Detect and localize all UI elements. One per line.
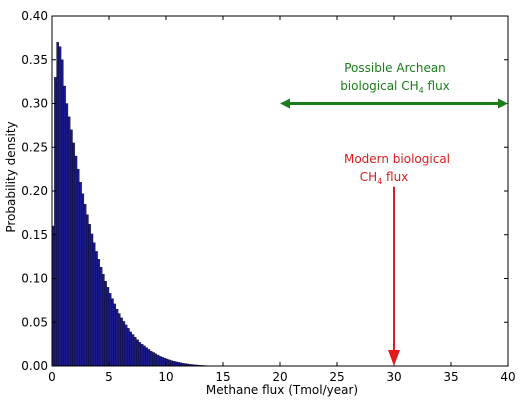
- y-tick-label: 0.40: [21, 9, 48, 23]
- histogram-bar: [122, 321, 126, 367]
- modern-label-line1: Modern biological: [344, 152, 450, 166]
- modern-label-flux: flux: [382, 170, 408, 184]
- histogram-bar: [76, 168, 80, 367]
- x-tick-label: 35: [443, 370, 458, 384]
- histogram-bar: [70, 129, 73, 367]
- histogram-bar: [58, 46, 62, 367]
- histogram-bar: [97, 259, 101, 367]
- y-tick-label: 0.00: [21, 359, 48, 373]
- histogram-bar: [129, 331, 132, 367]
- histogram-bar: [177, 362, 180, 367]
- histogram-bar: [154, 353, 158, 367]
- y-tick-label: 0.15: [21, 228, 48, 242]
- histogram-bar: [111, 298, 114, 367]
- modern-label-sub: 4: [377, 177, 382, 186]
- histogram-bar: [172, 361, 176, 367]
- y-tick-label: 0.35: [21, 53, 48, 67]
- archean-label-flux: flux: [424, 79, 450, 93]
- y-axis-label: Probability density: [4, 121, 18, 232]
- histogram-bar: [92, 242, 96, 367]
- histogram-bar: [170, 360, 173, 367]
- histogram-bar: [72, 142, 75, 367]
- modern-down-arrow: [388, 186, 400, 366]
- x-axis-label: Methane flux (Tmol/year): [206, 383, 358, 397]
- histogram-bar: [56, 42, 59, 367]
- x-tick-label: 20: [272, 370, 287, 384]
- y-tick-label: 0.05: [21, 315, 48, 329]
- archean-double-arrow: [280, 98, 508, 109]
- histogram-bar: [174, 361, 178, 367]
- histogram-bar: [156, 354, 160, 367]
- x-tick-label: 0: [48, 370, 56, 384]
- histogram-bar: [168, 359, 171, 367]
- histogram-bar: [120, 317, 123, 367]
- x-tick-label: 30: [386, 370, 401, 384]
- x-tick-label: 10: [158, 370, 173, 384]
- histogram-bar: [145, 347, 148, 367]
- ticks-group: 0 5 10 15 20 25 30 35 40 0.00 0.05 0.10 0.15 0.20 0.25…: [21, 9, 515, 384]
- x-tick-label: 25: [329, 370, 344, 384]
- histogram-bar: [67, 116, 71, 367]
- histogram-bar: [79, 182, 82, 367]
- modern-label-ch: CH: [360, 170, 377, 184]
- x-tick-label: 5: [105, 370, 113, 384]
- histogram-bar: [115, 308, 119, 367]
- histogram-bar: [102, 273, 105, 367]
- histogram-bar: [161, 357, 164, 367]
- archean-label-sub: 4: [419, 86, 424, 95]
- histogram-bar: [88, 224, 91, 367]
- histogram-bar: [133, 336, 137, 367]
- histogram-bar: [65, 103, 69, 367]
- y-tick-label: 0.20: [21, 184, 48, 198]
- histogram-bar: [149, 350, 153, 367]
- archean-arrow-head-right: [498, 98, 508, 109]
- modern-label-line2: CH4 flux: [360, 170, 409, 186]
- histogram-bar: [108, 293, 112, 367]
- y-tick-label: 0.10: [21, 272, 48, 286]
- x-tick-label: 40: [500, 370, 515, 384]
- histogram-bar: [95, 251, 98, 367]
- archean-label-line1: Possible Archean: [344, 61, 446, 75]
- x-tick-label: 15: [215, 370, 230, 384]
- archean-label-ch: biological CH: [340, 79, 418, 93]
- histogram-bar: [136, 339, 139, 367]
- histogram-bar: [143, 345, 146, 367]
- histogram-bar: [138, 342, 142, 367]
- histogram-bar: [63, 85, 66, 367]
- histogram-bar: [147, 349, 151, 367]
- histogram-bar: [124, 324, 128, 367]
- histogram-bar: [117, 313, 121, 367]
- histogram-bar: [152, 352, 155, 367]
- y-tick-label: 0.30: [21, 97, 48, 111]
- histogram-bar: [99, 266, 103, 367]
- histogram-bar: [104, 280, 107, 367]
- histogram-bar: [90, 233, 94, 367]
- histogram-bar: [113, 303, 116, 367]
- histogram-bar: [159, 356, 162, 367]
- histogram-bar: [127, 328, 130, 367]
- bars-group: [51, 42, 219, 367]
- histogram-bar: [86, 214, 89, 367]
- archean-label-line2: biological CH4 flux: [340, 79, 450, 95]
- histogram-bar: [74, 155, 78, 367]
- histogram-bar: [81, 193, 85, 367]
- histogram-bar: [131, 334, 135, 367]
- archean-arrow-head-left: [280, 98, 290, 109]
- histogram-bar: [140, 343, 144, 367]
- histogram-bar: [83, 203, 87, 367]
- histogram-bar: [60, 59, 64, 367]
- histogram-bar: [106, 287, 110, 367]
- modern-arrow-head: [388, 350, 400, 366]
- y-tick-label: 0.25: [21, 140, 48, 154]
